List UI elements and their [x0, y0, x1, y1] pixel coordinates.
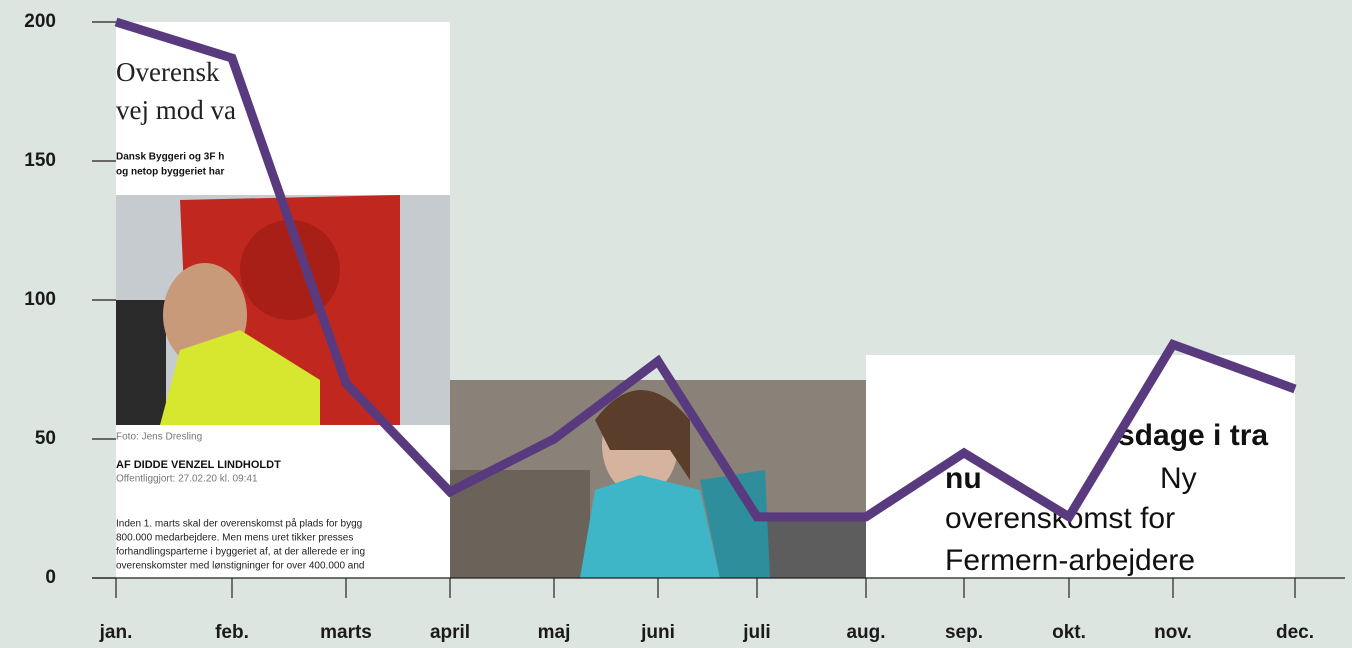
- clipping: sdage i tra nu Ny overenskomst for Ferme…: [866, 355, 1295, 578]
- clip-headline: Fermern-arbejdere: [945, 544, 1195, 577]
- clip-body: Inden 1. marts skal der overenskomst på …: [116, 518, 362, 530]
- x-tick-label: feb.: [215, 622, 249, 643]
- x-tick-label: maj: [538, 622, 571, 643]
- clip-headline: sdage i tra: [1118, 419, 1268, 452]
- x-tick-label: dec.: [1276, 622, 1314, 643]
- x-tick-label: nov.: [1154, 622, 1192, 643]
- x-tick-label: juni: [640, 622, 675, 643]
- x-tick-label: jan.: [99, 622, 133, 643]
- clip-lead: og netop byggeriet har: [116, 167, 224, 178]
- clip-body: overenskomster med lønstigninger for ove…: [116, 561, 364, 572]
- x-tick-label: sep.: [945, 622, 983, 643]
- y-tick-label: 50: [35, 428, 56, 449]
- clip-date: Offentliggjort: 27.02.20 kl. 09:41: [116, 474, 258, 485]
- clip-headline: Ny: [1160, 462, 1197, 495]
- x-tick-label: aug.: [846, 622, 885, 643]
- clip-byline: AF DIDDE VENZEL LINDHOLDT: [116, 459, 281, 471]
- page: Overensk vej mod va Dansk Byggeri og 3F …: [0, 0, 1352, 648]
- y-tick-label: 150: [24, 150, 56, 171]
- x-tick-label: april: [430, 622, 470, 643]
- y-tick-label: 0: [45, 567, 56, 588]
- clip-title: vej mod va: [116, 95, 236, 125]
- y-tick-label: 200: [24, 11, 56, 32]
- clip-body: forhandlingsparterne i byggeriet af, at …: [116, 547, 365, 558]
- photo: [450, 380, 866, 578]
- x-tick-label: juli: [742, 622, 770, 643]
- clip-body: 800.000 medarbejdere. Men mens uret tikk…: [116, 533, 353, 544]
- clip-caption: Foto: Jens Dresling: [116, 432, 202, 443]
- clip-title: Overensk: [116, 57, 220, 87]
- clipping: Overensk vej mod va Dansk Byggeri og 3F …: [116, 22, 450, 578]
- chart: Overensk vej mod va Dansk Byggeri og 3F …: [0, 0, 1352, 648]
- x-tick-label: okt.: [1052, 622, 1086, 643]
- y-tick-label: 100: [24, 289, 56, 310]
- x-tick-label: marts: [320, 622, 372, 643]
- clip-lead: Dansk Byggeri og 3F h: [116, 152, 224, 163]
